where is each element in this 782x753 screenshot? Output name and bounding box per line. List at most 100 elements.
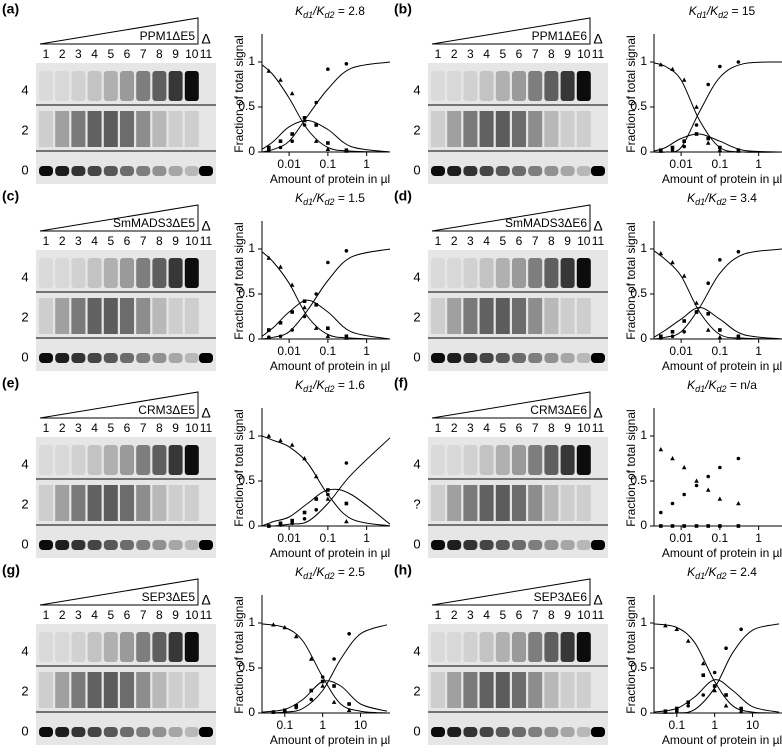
lane-number: 5: [499, 234, 506, 248]
title-part: =: [727, 565, 741, 579]
lane-number: 3: [467, 608, 474, 622]
point: [674, 706, 679, 711]
point: [346, 707, 352, 712]
point: [332, 657, 336, 661]
point: [290, 518, 294, 523]
lane-number: 7: [140, 47, 147, 61]
point: [682, 524, 686, 528]
point: [674, 626, 680, 631]
complex2-band: [495, 71, 510, 101]
x-tick-label: 0.01: [277, 157, 301, 171]
point: [331, 699, 337, 704]
free-band: [431, 353, 445, 363]
ratio-value: 1.6: [348, 378, 365, 392]
point: [670, 456, 675, 461]
point: [294, 704, 298, 708]
complex1-band: [431, 672, 445, 708]
free-band: [576, 727, 591, 737]
gel-y-label: 2: [21, 683, 28, 698]
point: [670, 501, 675, 506]
point: [717, 496, 723, 501]
complex2-band: [431, 258, 445, 288]
point: [724, 693, 728, 697]
delta-label: Δ: [593, 405, 602, 421]
free-band: [199, 166, 213, 176]
chart-title: Kd1/Kd2 = n/a: [687, 378, 757, 394]
lane-number: 8: [156, 47, 163, 61]
title-part: /K: [706, 4, 719, 18]
y-tick-label: 1: [640, 615, 647, 629]
complex1-band: [576, 672, 591, 708]
title-part: =: [335, 378, 349, 392]
point: [309, 697, 314, 702]
complex1-band: [55, 672, 70, 708]
free-band: [71, 727, 86, 737]
title-part: d1: [303, 10, 313, 20]
lane-number: 10: [577, 234, 591, 248]
lane-number: 7: [532, 234, 539, 248]
panel-label: (a): [2, 1, 19, 17]
lane-number: 3: [467, 421, 474, 435]
fit-curve: [261, 299, 391, 340]
complex1-band: [463, 485, 478, 521]
complex2-band: [495, 632, 510, 662]
free-band: [447, 353, 462, 363]
lane-number: 10: [185, 47, 199, 61]
x-tick-label: 10: [354, 718, 368, 732]
complex2-band: [152, 71, 167, 101]
x-tick-label: 1: [319, 718, 326, 732]
fit-curve: [261, 624, 388, 714]
lane-number: 5: [499, 608, 506, 622]
lane-number: 10: [577, 421, 591, 435]
complex1-band: [447, 672, 462, 708]
complex1-band: [512, 111, 526, 147]
fit-curve: [653, 133, 782, 153]
complex1-band: [184, 672, 199, 708]
panel-label: (c): [2, 188, 19, 204]
point: [670, 524, 675, 528]
complex2-band: [39, 445, 53, 475]
chart-title: Kd1/Kd2 = 1.5: [295, 191, 365, 207]
x-axis-title: Amount of protein in µl: [662, 172, 782, 186]
free-band: [199, 353, 213, 363]
complex2-band: [431, 71, 445, 101]
point: [718, 64, 722, 69]
complex1-band: [55, 111, 70, 147]
point: [290, 310, 294, 314]
title-part: d1: [697, 10, 707, 20]
complex2-band: [576, 258, 591, 288]
lane-number: 3: [75, 234, 82, 248]
point: [282, 709, 287, 713]
free-band: [120, 353, 134, 363]
point: [289, 91, 295, 96]
free-band: [55, 727, 70, 737]
point: [289, 442, 295, 447]
complex2-band: [560, 71, 575, 101]
lane-number: 1: [43, 608, 50, 622]
complex2-band: [87, 258, 102, 288]
free-band: [87, 166, 102, 176]
free-band: [576, 540, 591, 550]
free-band: [120, 540, 134, 550]
complex1-band: [544, 672, 559, 708]
free-band: [184, 166, 199, 176]
lane-number: 11: [592, 421, 605, 435]
y-tick-label: 0: [640, 144, 647, 158]
ratio-value: n/a: [740, 378, 757, 392]
title-part: d2: [716, 571, 726, 581]
y-tick-label: 1: [640, 241, 647, 255]
complex1-band: [512, 485, 526, 521]
free-band: [512, 540, 526, 550]
lane-number: 1: [435, 608, 442, 622]
title-part: =: [335, 4, 349, 18]
point: [278, 145, 283, 150]
free-band: [495, 353, 510, 363]
complex1-band: [103, 485, 118, 521]
point: [659, 510, 663, 515]
lane-number: 9: [564, 234, 571, 248]
y-tick-label: 0: [248, 705, 255, 719]
free-band: [591, 353, 605, 363]
complex1-band: [576, 298, 591, 334]
complex1-band: [184, 485, 199, 521]
complex2-band: [479, 71, 494, 101]
